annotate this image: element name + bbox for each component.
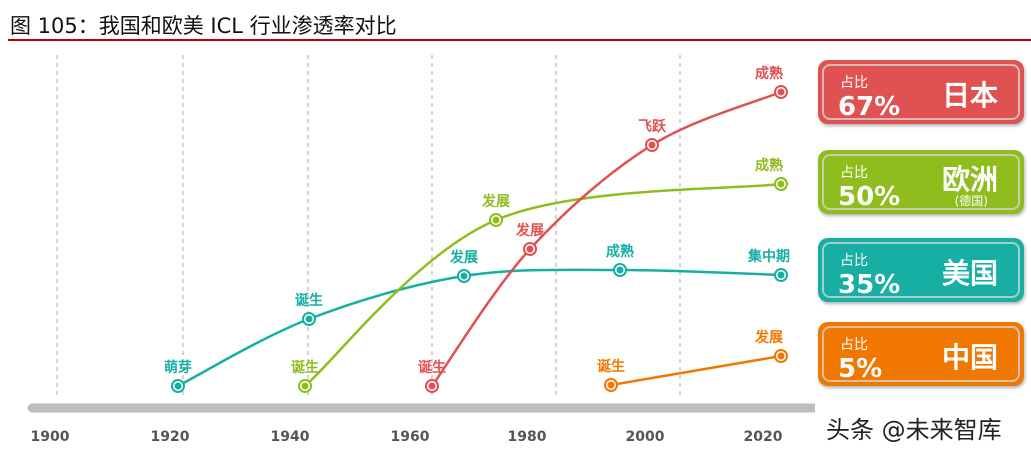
stage-marker-dot [301,382,309,390]
box-sub: (德国) [954,194,988,208]
stage-label: 萌芽 [164,359,192,376]
stage-marker-dot [777,352,785,360]
year-label: 1960 [391,429,430,445]
stage-marker-dot [616,266,624,274]
box-percent: 50% [838,182,901,212]
box-label: 占比 [840,337,868,353]
year-label: 1900 [31,429,70,445]
year-label: 2020 [744,429,783,445]
curve-japan [430,90,782,387]
stage-marker-dot [305,315,313,323]
stage-marker-dot [460,272,468,280]
stage-label: 成熟 [755,157,783,174]
curve-usa [177,268,782,388]
box-usa: 占比 35% 美国 [818,238,1024,302]
stage-marker-dot [428,382,436,390]
box-label: 占比 [840,253,868,269]
stage-marker-dot [648,141,656,149]
box-name: 欧洲 [941,163,998,196]
box-europe: 占比 50% 欧洲 (德国) [818,150,1024,214]
stage-label: 飞跃 [638,119,667,135]
stage-label: 集中期 [747,248,790,265]
stage-marker-dot [492,216,500,224]
stage-marker-dot [174,382,182,390]
stage-label: 诞生 [295,292,323,309]
stage-label: 成熟 [606,243,634,260]
stage-label: 诞生 [597,358,625,375]
year-label: 1940 [271,429,310,445]
box-label: 占比 [840,165,868,181]
box-name: 日本 [941,79,998,112]
box-percent: 67% [838,92,901,122]
stage-label: 发展 [754,329,783,346]
box-percent: 5% [838,354,883,384]
year-label: 2000 [626,429,665,445]
watermark: 头条 @未来智库 [826,416,1002,444]
title-rule [8,39,1031,41]
box-name: 美国 [941,257,998,290]
stage-marker-dot [777,271,785,279]
stage-label: 诞生 [291,359,319,376]
year-label: 1980 [508,429,547,445]
box-name: 中国 [941,341,998,374]
figure-title: 图 105：我国和欧美 ICL 行业渗透率对比 [10,14,397,38]
stage-label: 发展 [481,193,510,210]
stage-marker-dot [526,245,534,253]
box-label: 占比 [840,75,868,91]
stage-label: 发展 [515,222,544,239]
stage-label: 诞生 [418,359,446,376]
box-china: 占比 5% 中国 [818,322,1024,386]
stage-label: 成熟 [755,65,783,82]
year-label: 1920 [151,429,190,445]
stage-marker-dot [777,180,785,188]
stage-label: 发展 [449,249,478,266]
curve-europe [304,182,782,387]
stage-marker-dot [777,88,785,96]
curve-china [610,354,782,387]
box-japan: 占比 67% 日本 [818,60,1024,124]
box-percent: 35% [838,270,901,300]
stage-marker-dot [607,381,615,389]
